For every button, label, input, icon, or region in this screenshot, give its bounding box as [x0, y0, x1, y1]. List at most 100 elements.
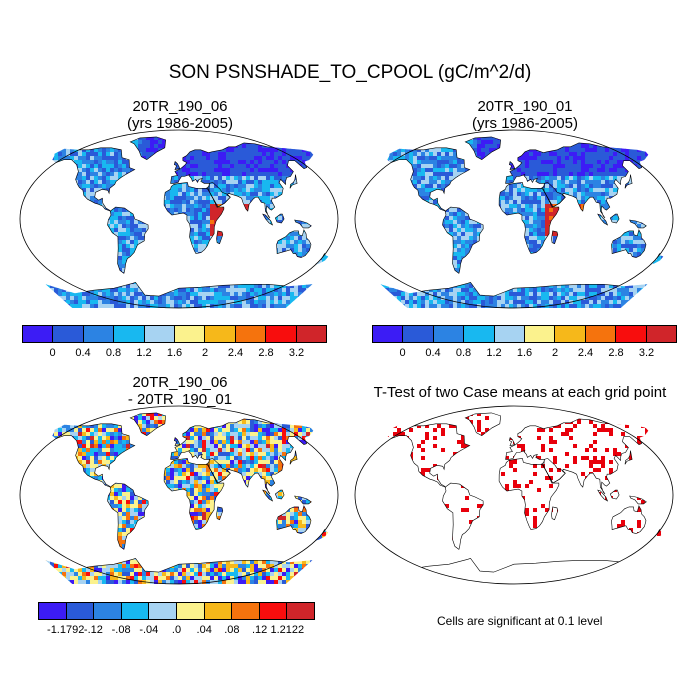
colorbar-tick-label: 3.2 [638, 347, 655, 359]
colorbar-swatch [646, 326, 677, 342]
map-panel2 [354, 129, 674, 309]
coastline-sumatra [597, 213, 609, 226]
coastline-madagascar [216, 506, 224, 521]
coastline-newguinea [294, 495, 312, 505]
map-panel4 [354, 405, 674, 585]
coastline-britain [508, 437, 516, 447]
coastline-namerica [386, 147, 471, 212]
map-border [354, 129, 674, 309]
panel4-title: T-Test of two Case means at each grid po… [355, 384, 685, 401]
colorbar-bottom [38, 602, 315, 620]
colorbar-swatch [175, 326, 206, 342]
coastline-borneo [274, 213, 285, 224]
colorbar-swatch [39, 603, 67, 619]
coastline-japan [289, 450, 298, 465]
colorbar-tick-label: 1.2 [486, 347, 502, 359]
coastline-samerica [442, 206, 484, 274]
panel3-title-line2: - 20TR_190_01 [127, 391, 233, 408]
colorbar-swatch [555, 326, 586, 342]
colorbar-swatch [94, 603, 122, 619]
colorbar-tick-label: 0.4 [75, 347, 91, 359]
colorbar-swatch [144, 326, 176, 342]
colorbar-tick-label: 1.2 [136, 347, 152, 359]
panel1-title-line2: (yrs 1986-2005) [127, 115, 233, 132]
colorbar-tick-label: 2.8 [608, 347, 624, 359]
colorbar-swatch [205, 326, 236, 342]
coastline-britain [173, 437, 181, 447]
coastline-australia [276, 505, 312, 534]
colorbar-swatch [433, 326, 465, 342]
coastline-greenland [129, 136, 167, 161]
coastline-africa [163, 458, 225, 530]
colorbar-tick-label: 0.8 [105, 347, 122, 359]
colorbar-swatch [66, 603, 95, 619]
coastline-japan [624, 450, 633, 465]
colorbar-swatch [525, 326, 556, 342]
colorbar-tick-label: 1.6 [516, 347, 533, 359]
coastline-australia [276, 229, 312, 258]
coastline-samerica [107, 482, 149, 550]
colorbar-tick-label: 0 [49, 347, 56, 359]
colorbar-swatch [114, 326, 145, 342]
coastline-greenland [129, 412, 167, 437]
colorbar-tick-label: -.04 [139, 624, 159, 636]
colorbar-tick-label: 2.4 [577, 347, 594, 359]
coastline-borneo [609, 489, 620, 500]
colorbar-tick-label: .04 [196, 624, 212, 636]
coastline-eurasia [505, 418, 649, 495]
map-border [19, 129, 339, 309]
coastline-samerica [107, 206, 149, 274]
colorbar-swatch [259, 603, 288, 619]
colorbar-tick-label: 2 [201, 347, 209, 359]
colorbar-swatch [121, 603, 150, 619]
map-border [19, 405, 339, 585]
colorbar-tick-label: 3.2 [288, 347, 305, 359]
coastline-africa [498, 182, 560, 254]
colorbar-swatch [235, 326, 267, 342]
coastline-greenland [464, 136, 502, 161]
colorbar-tick-label: 0.4 [425, 347, 441, 359]
coastline-namerica [51, 147, 136, 212]
map-border [354, 405, 674, 585]
coastline-namerica [51, 423, 136, 488]
map-panel1 [19, 129, 339, 309]
coastline-eurasia [170, 418, 314, 495]
coastline-britain [508, 161, 516, 171]
coastline-madagascar [216, 230, 224, 245]
panel1-title-line1: 20TR_190_06 [132, 98, 228, 115]
map-panel3 [19, 405, 339, 585]
colorbar-tick-label: 2 [551, 347, 559, 359]
panel2-title-line2: (yrs 1986-2005) [472, 115, 578, 132]
colorbar-tick-label: 1.6 [166, 347, 183, 359]
colorbar-top-left [22, 325, 327, 343]
colorbar-swatch [232, 603, 260, 619]
coastline-greenland [464, 412, 502, 437]
colorbar-swatch [53, 326, 84, 342]
panel4-title-line1: T-Test of two Case means at each grid po… [373, 384, 667, 401]
coastline-madagascar [551, 230, 559, 245]
colorbar-tick-label: -.08 [111, 624, 131, 636]
colorbar-swatch [176, 603, 205, 619]
coastline-eurasia [170, 142, 314, 219]
colorbar-tick-label: 0 [399, 347, 406, 359]
page-title: SON PSNSHADE_TO_CPOOL (gC/m^2/d) [168, 62, 532, 83]
colorbar-tick-label: -1.1792 [47, 624, 85, 636]
colorbar-tick-label: 2.8 [258, 347, 274, 359]
panel2-title: 20TR_190_01 (yrs 1986-2005) [375, 98, 675, 132]
coastline-sumatra [262, 489, 274, 502]
colorbar-swatch [403, 326, 434, 342]
coastline-africa [163, 182, 225, 254]
colorbar-top-right [372, 325, 677, 343]
coastline-newguinea [294, 219, 312, 229]
colorbar-swatch [266, 326, 297, 342]
coastline-borneo [609, 213, 620, 224]
coastline-madagascar [551, 506, 559, 521]
panel1-title: 20TR_190_06 (yrs 1986-2005) [30, 98, 330, 132]
colorbar-tick-label: -.12 [83, 624, 103, 636]
colorbar-swatch [494, 326, 526, 342]
panel3-title: 20TR_190_06 - 20TR_190_01 [30, 374, 330, 408]
colorbar-tick-label: 2.4 [227, 347, 244, 359]
colorbar-tick-label: .0 [171, 624, 182, 636]
coastline-borneo [274, 489, 285, 500]
coastline-japan [289, 174, 298, 189]
